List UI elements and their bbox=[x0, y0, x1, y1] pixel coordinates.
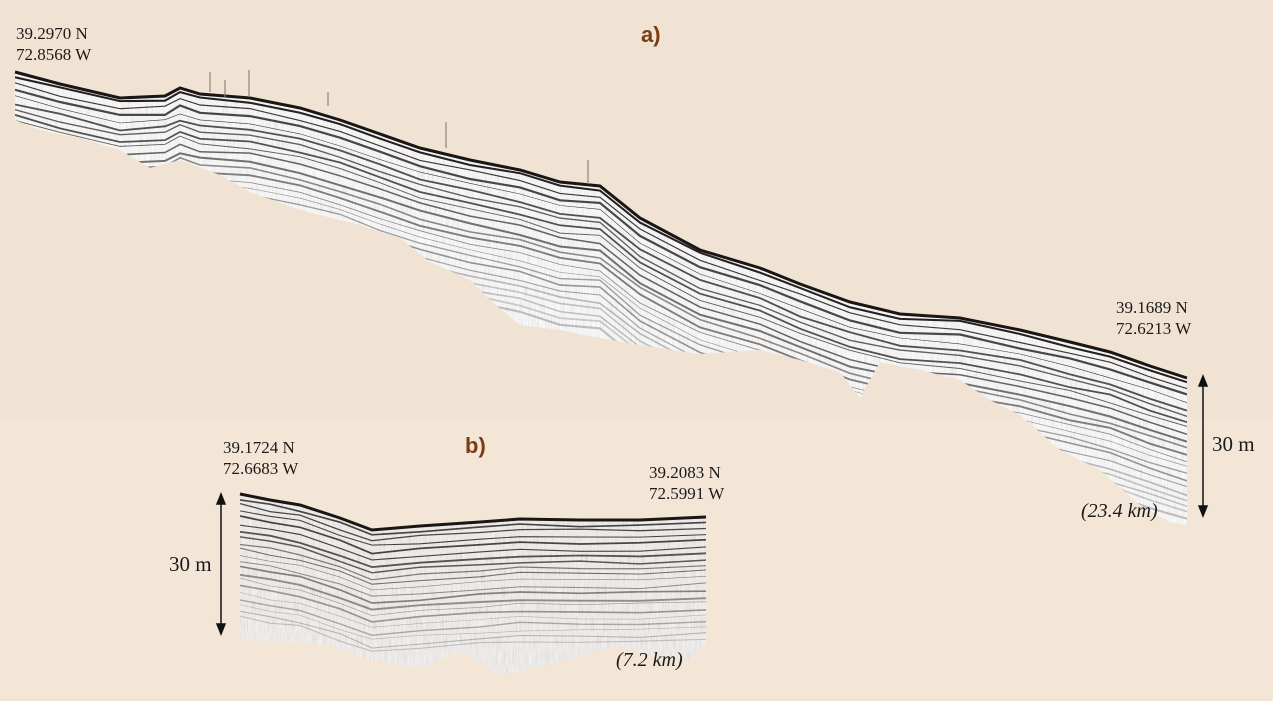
reflector-line-b bbox=[240, 561, 706, 597]
reflector-line-b bbox=[240, 499, 706, 536]
reflector-line-a bbox=[15, 141, 1187, 449]
reflector-line-b bbox=[240, 502, 706, 542]
reflector-line-a bbox=[15, 109, 1187, 417]
panel-a-end-lon: 72.6213 W bbox=[1116, 319, 1192, 338]
panel-b-start-lat: 39.1724 N bbox=[223, 438, 295, 457]
reflector-line-b bbox=[240, 577, 706, 616]
reflector-line-b bbox=[240, 543, 706, 581]
reflector-line-a bbox=[15, 103, 1187, 412]
reflector-line-a bbox=[15, 95, 1187, 403]
reflector-line-b bbox=[240, 604, 706, 640]
reflector-line-b bbox=[240, 555, 706, 591]
scale-arrow-a bbox=[1197, 373, 1209, 519]
panel-b-end-lon: 72.5991 W bbox=[649, 484, 725, 503]
water-column-spikes bbox=[209, 70, 589, 184]
panel-b-end-coord: 39.2083 N 72.5991 W bbox=[649, 462, 724, 504]
reflector-line-b bbox=[240, 584, 706, 623]
reflector-line-a bbox=[15, 88, 1187, 396]
reflector-line-a bbox=[15, 126, 1187, 436]
reflector-line-b bbox=[240, 536, 706, 574]
panel-b-label: b) bbox=[465, 433, 486, 458]
reflector-line-a bbox=[15, 114, 1187, 424]
panel-b-distance: (7.2 km) bbox=[616, 649, 683, 671]
reflector-line-b bbox=[240, 599, 706, 637]
panel-b-start-coord: 39.1724 N 72.6683 W bbox=[223, 437, 298, 479]
seismic-reflectors-b bbox=[240, 499, 706, 652]
reflector-line-b bbox=[240, 565, 706, 604]
reflector-line-b bbox=[240, 515, 706, 555]
reflector-line-b bbox=[240, 530, 706, 569]
reflector-line-a bbox=[15, 135, 1187, 443]
panel-b-end-lat: 39.2083 N bbox=[649, 463, 721, 482]
panel-a-end-lat: 39.1689 N bbox=[1116, 298, 1188, 317]
reflector-line-b bbox=[240, 573, 706, 611]
panel-a-end-coord: 39.1689 N 72.6213 W bbox=[1116, 297, 1191, 339]
scale-arrow-b bbox=[215, 491, 227, 637]
panel-b-scale-label: 30 m bbox=[169, 552, 212, 576]
panel-a-label: a) bbox=[641, 22, 661, 47]
panel-a-scale-label: 30 m bbox=[1212, 432, 1255, 456]
panel-a-start-lat: 39.2970 N bbox=[16, 24, 88, 43]
panel-a-start-lon: 72.8568 W bbox=[16, 45, 92, 64]
panel-a-start-coord: 39.2970 N 72.8568 W bbox=[16, 23, 91, 65]
reflector-line-a bbox=[15, 120, 1187, 427]
reflector-line-b bbox=[240, 610, 706, 649]
panel-a-distance: (23.4 km) bbox=[1081, 500, 1158, 522]
reflector-line-b bbox=[240, 547, 706, 585]
reflector-line-b bbox=[240, 592, 706, 628]
reflector-line-b bbox=[240, 524, 706, 561]
panel-b-start-lon: 72.6683 W bbox=[223, 459, 299, 478]
reflector-line-b bbox=[240, 615, 706, 652]
reflector-line-b bbox=[240, 510, 706, 546]
seafloor-line-b bbox=[239, 492, 707, 532]
seismic-profile-a bbox=[15, 72, 1187, 525]
reflector-line-a bbox=[15, 82, 1187, 390]
seafloor-line-a bbox=[14, 70, 1188, 380]
reflector-line-a bbox=[15, 76, 1187, 384]
